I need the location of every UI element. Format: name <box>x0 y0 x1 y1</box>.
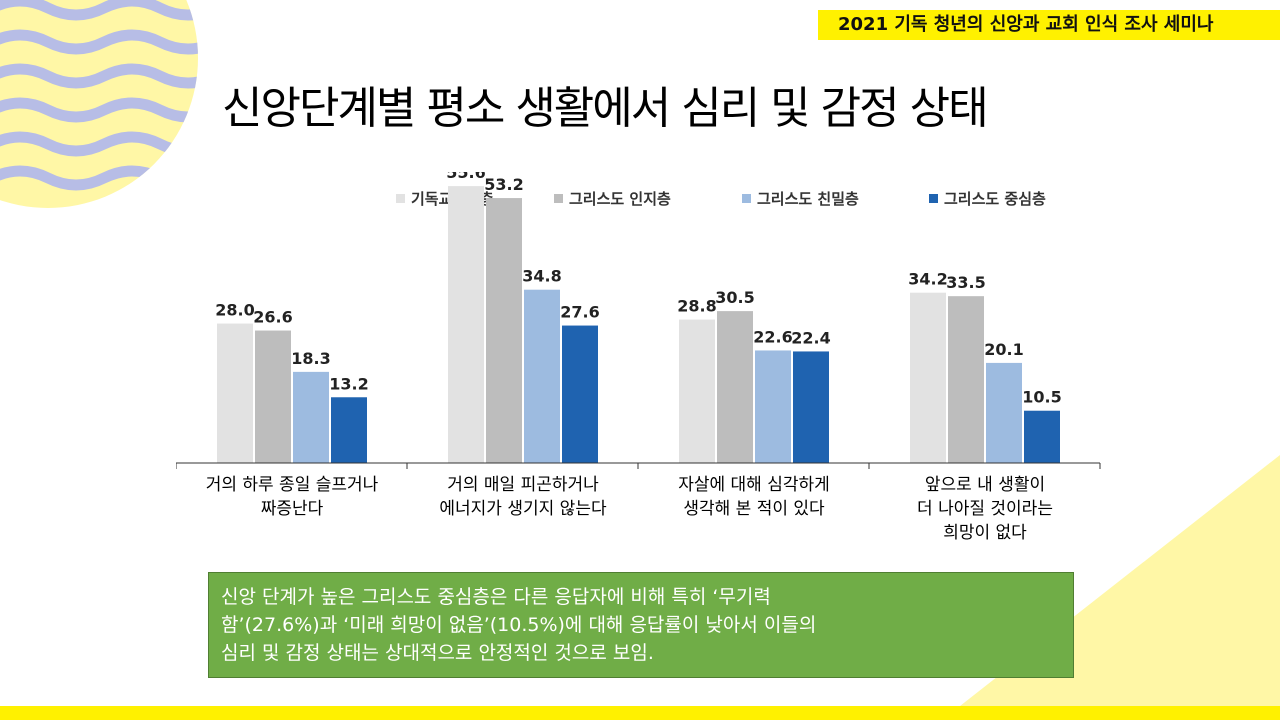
bar <box>717 311 753 463</box>
summary-box: 신앙 단계가 높은 그리스도 중심층은 다른 응답자에 비해 특히 ‘무기력 함… <box>208 572 1074 678</box>
bar <box>1024 410 1060 463</box>
category-label: 더 나아질 것이라는 <box>917 499 1053 519</box>
bar <box>562 325 598 463</box>
decor-wave <box>0 131 198 157</box>
bar <box>986 362 1022 463</box>
bar <box>793 351 829 463</box>
bar <box>679 319 715 463</box>
bottom-accent-bar <box>0 706 1280 720</box>
bar <box>755 350 791 463</box>
bar <box>448 186 484 463</box>
seminar-banner: 2021 기독 청년의 신앙과 교회 인식 조사 세미나 <box>818 10 1280 40</box>
bar <box>948 296 984 463</box>
data-label: 22.6 <box>753 327 792 346</box>
bar <box>293 371 329 463</box>
legend-label: 그리스도 인지층 <box>569 190 671 208</box>
category-label: 에너지가 생기지 않는다 <box>439 499 607 519</box>
data-label: 27.6 <box>560 303 599 322</box>
category-label: 앞으로 내 생활이 <box>925 475 1045 495</box>
decor-wave <box>0 63 198 89</box>
data-label: 28.8 <box>677 297 716 316</box>
bar <box>217 323 253 463</box>
data-label: 33.5 <box>946 273 985 292</box>
data-label: 30.5 <box>715 288 754 307</box>
page-title: 신앙단계별 평소 생활에서 심리 및 감정 상태 <box>222 83 989 134</box>
data-label: 26.6 <box>253 308 292 327</box>
legend-swatch <box>396 194 405 203</box>
decor-circle <box>0 0 198 208</box>
bar <box>255 330 291 463</box>
bar <box>910 292 946 463</box>
data-label: 22.4 <box>791 328 830 347</box>
decor-wave <box>0 165 198 191</box>
data-label: 28.0 <box>215 301 254 320</box>
legend-label: 그리스도 중심층 <box>944 190 1046 208</box>
category-label: 희망이 없다 <box>943 523 1027 543</box>
data-label: 18.3 <box>291 349 330 368</box>
data-label: 34.8 <box>522 267 561 286</box>
data-label: 55.6 <box>446 172 485 182</box>
category-label: 거의 매일 피곤하거나 <box>447 475 599 495</box>
legend-swatch <box>929 194 938 203</box>
bar <box>524 289 560 463</box>
category-label: 거의 하루 종일 슬프거나 <box>206 475 379 495</box>
category-label: 자살에 대해 심각하게 <box>678 475 830 495</box>
legend-swatch <box>554 194 563 203</box>
category-label: 짜증난다 <box>261 499 324 519</box>
decor-wave <box>0 29 198 55</box>
decor-wave <box>0 0 198 21</box>
bar <box>331 397 367 463</box>
data-label: 20.1 <box>984 340 1023 359</box>
data-label: 10.5 <box>1022 388 1061 407</box>
legend-label: 그리스도 친밀층 <box>757 190 859 208</box>
category-label: 생각해 본 적이 있다 <box>683 499 825 519</box>
data-label: 13.2 <box>329 374 368 393</box>
data-label: 53.2 <box>484 175 523 194</box>
summary-line: 함’(27.6%)과 ‘미래 희망이 없음’(10.5%)에 대해 응답률이 낮… <box>221 614 817 636</box>
summary-line: 신앙 단계가 높은 그리스도 중심층은 다른 응답자에 비해 특히 ‘무기력 <box>221 586 771 608</box>
summary-line: 심리 및 감정 상태는 상대적으로 안정적인 것으로 보임. <box>221 642 654 664</box>
legend-swatch <box>742 194 751 203</box>
data-label: 34.2 <box>908 270 947 289</box>
decor-wave <box>0 97 198 123</box>
bar <box>486 198 522 463</box>
